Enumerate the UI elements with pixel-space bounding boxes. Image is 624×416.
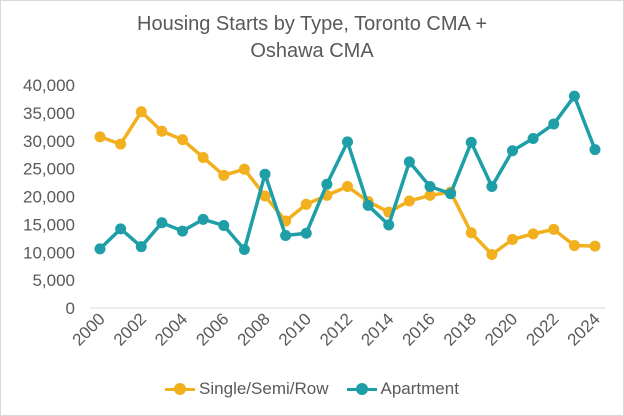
x-tick-label: 2014 — [357, 309, 397, 349]
data-point-apartment — [197, 213, 209, 225]
data-point-apartment — [403, 156, 415, 168]
data-point-apartment — [548, 118, 560, 130]
data-point-single-semi-row — [589, 240, 601, 252]
legend-item-single-semi-row: Single/Semi/Row — [165, 379, 329, 399]
data-point-single-semi-row — [177, 134, 188, 146]
data-point-apartment — [280, 230, 292, 242]
y-tick-label: 0 — [66, 299, 75, 318]
data-point-single-semi-row — [238, 163, 250, 175]
legend-label-apartment: Apartment — [380, 379, 459, 398]
data-point-single-semi-row — [115, 138, 127, 150]
series-line-apartment — [98, 94, 597, 252]
data-point-single-semi-row — [156, 125, 168, 137]
x-tick-label: 2006 — [192, 309, 232, 349]
x-tick-label: 2024 — [564, 309, 604, 349]
data-point-apartment — [238, 243, 250, 255]
data-point-apartment — [527, 133, 539, 145]
data-point-apartment — [94, 243, 106, 255]
data-point-single-semi-row — [218, 169, 230, 181]
data-point-apartment — [568, 90, 580, 102]
y-tick-label: 35,000 — [23, 104, 75, 123]
data-point-single-semi-row — [300, 198, 312, 210]
data-point-apartment — [507, 145, 518, 157]
data-point-single-semi-row — [548, 223, 560, 235]
legend-swatch-apartment — [346, 383, 377, 395]
y-tick-label: 10,000 — [23, 243, 75, 262]
data-point-single-semi-row — [486, 248, 498, 260]
data-point-single-semi-row — [568, 240, 580, 252]
legend-item-apartment: Apartment — [346, 379, 459, 399]
data-point-single-semi-row — [465, 227, 477, 239]
data-point-apartment — [177, 225, 188, 237]
data-point-apartment — [342, 136, 353, 148]
legend-label-single-semi-row: Single/Semi/Row — [199, 379, 329, 398]
data-point-single-semi-row — [342, 180, 353, 192]
data-point-apartment — [445, 188, 457, 200]
x-tick-label: 2022 — [522, 309, 562, 349]
data-point-apartment — [589, 144, 601, 156]
x-tick-label: 2012 — [316, 309, 356, 349]
x-tick-label: 2016 — [399, 309, 439, 349]
data-point-apartment — [135, 241, 147, 253]
data-point-single-semi-row — [135, 106, 147, 118]
data-point-apartment — [486, 180, 498, 192]
data-point-single-semi-row — [197, 151, 209, 163]
y-tick-label: 30,000 — [23, 132, 75, 151]
data-point-apartment — [383, 219, 395, 231]
y-tick-label: 5,000 — [32, 271, 75, 290]
y-tick-label: 40,000 — [23, 76, 75, 95]
data-point-apartment — [218, 219, 230, 231]
data-point-single-semi-row — [94, 131, 106, 143]
x-tick-label: 2004 — [151, 309, 191, 349]
data-point-single-semi-row — [424, 189, 436, 201]
y-tick-label: 20,000 — [23, 188, 75, 207]
legend: Single/Semi/Row Apartment — [1, 379, 623, 399]
data-point-apartment — [259, 168, 271, 180]
legend-swatch-single-semi-row — [165, 383, 196, 395]
data-point-single-semi-row — [259, 190, 271, 202]
data-point-single-semi-row — [403, 195, 415, 207]
x-tick-label: 2018 — [440, 309, 480, 349]
y-tick-label: 25,000 — [23, 160, 75, 179]
x-tick-label: 2002 — [110, 309, 150, 349]
data-point-apartment — [465, 136, 477, 148]
data-point-apartment — [115, 223, 127, 235]
data-point-apartment — [321, 178, 333, 190]
data-point-single-semi-row — [527, 228, 539, 240]
chart-title-line-1: Housing Starts by Type, Toronto CMA + — [137, 13, 487, 35]
data-point-apartment — [156, 217, 168, 229]
x-tick-label: 2020 — [481, 309, 521, 349]
data-point-apartment — [362, 199, 374, 211]
y-tick-label: 15,000 — [23, 215, 75, 234]
data-point-single-semi-row — [507, 233, 518, 245]
x-tick-label: 2010 — [275, 309, 315, 349]
data-point-apartment — [424, 180, 436, 192]
x-tick-label: 2008 — [234, 309, 274, 349]
chart-title: Housing Starts by Type, Toronto CMA + Os… — [1, 11, 623, 65]
chart-title-line-2: Oshawa CMA — [250, 40, 374, 62]
data-point-apartment — [300, 227, 312, 239]
